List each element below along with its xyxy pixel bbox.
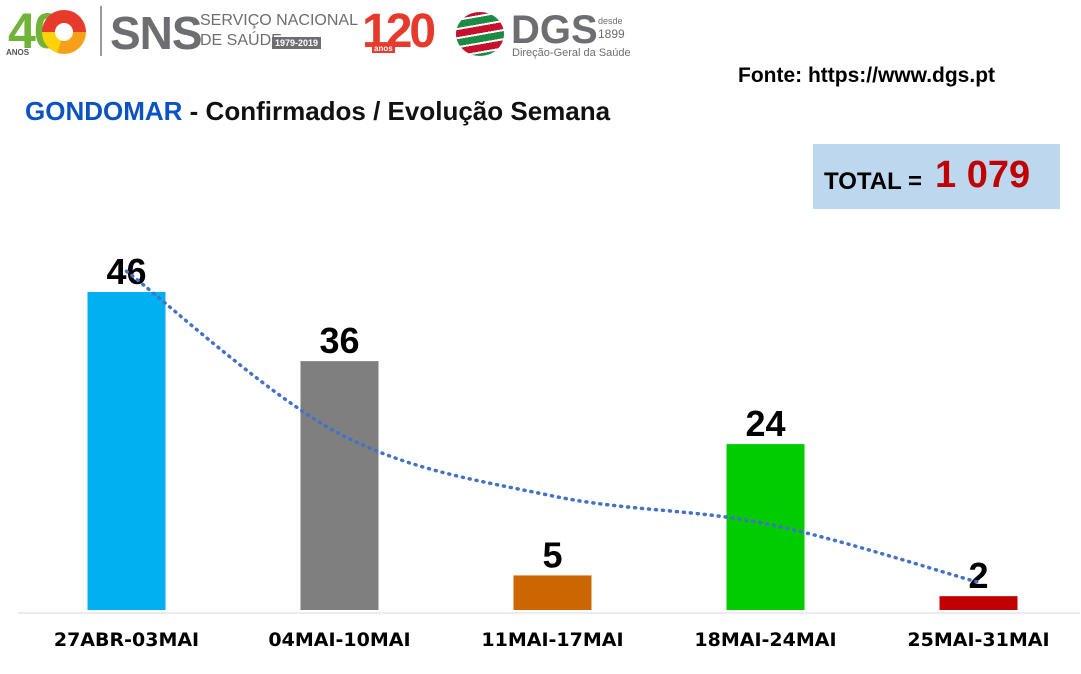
- total-value: 1 079: [935, 154, 1031, 196]
- logo-40-circle-icon: [42, 10, 86, 54]
- sns-years: 1979-2019: [272, 37, 322, 49]
- dgs-subtitle: Direção-Geral da Saúde: [512, 47, 631, 59]
- sns-logo: SNS SERVIÇO NACIONAL DE SAÚDE 1979-2019: [110, 7, 358, 59]
- sns-line2: DE SAÚDE: [200, 32, 282, 49]
- header-logos: 40 ANOS SNS SERVIÇO NACIONAL DE SAÚDE 19…: [0, 0, 640, 66]
- x-tick-label: 27ABR-03MAI: [54, 629, 199, 651]
- x-tick-label: 11MAI-17MAI: [481, 629, 623, 651]
- chart-title-place: GONDOMAR: [25, 96, 183, 126]
- dgs-emblem-icon: [456, 12, 504, 56]
- bar: [513, 575, 592, 610]
- logo-divider: [100, 6, 102, 56]
- x-tick-label: 18MAI-24MAI: [694, 629, 836, 651]
- bar: [87, 292, 166, 610]
- dgs-abbr: DGS: [511, 8, 598, 52]
- x-tick-label: 25MAI-31MAI: [907, 629, 1049, 651]
- chart-title: GONDOMAR - Confirmados / Evolução Semana: [25, 96, 610, 127]
- data-label: 24: [745, 403, 785, 444]
- bar: [300, 361, 379, 610]
- dgs-120-years-logo: 120 anos: [360, 5, 452, 60]
- chart-title-rest: - Confirmados / Evolução Semana: [182, 96, 611, 126]
- sns-40-years-logo: 40 ANOS: [4, 3, 92, 59]
- dgs-logo: DGS desde 1899 Direção-Geral da Saúde: [456, 8, 636, 62]
- data-label: 2: [968, 555, 988, 596]
- sns-line1: SERVIÇO NACIONAL: [200, 12, 358, 29]
- total-box: TOTAL = 1 079: [813, 144, 1060, 209]
- bar: [939, 596, 1018, 610]
- dgs-year: 1899: [598, 27, 625, 41]
- logo-40-sub: ANOS: [6, 48, 30, 57]
- bar: [726, 444, 805, 610]
- x-tick-label: 04MAI-10MAI: [268, 629, 410, 651]
- data-label: 36: [319, 320, 359, 361]
- data-label: 5: [542, 534, 562, 575]
- trendline: [124, 269, 981, 585]
- logo-120-sub: anos: [372, 44, 395, 53]
- source-label: Fonte: https://www.dgs.pt: [738, 64, 996, 87]
- total-label: TOTAL =: [824, 168, 923, 195]
- sns-abbr: SNS: [110, 7, 203, 59]
- dgs-desde: desde: [598, 16, 623, 26]
